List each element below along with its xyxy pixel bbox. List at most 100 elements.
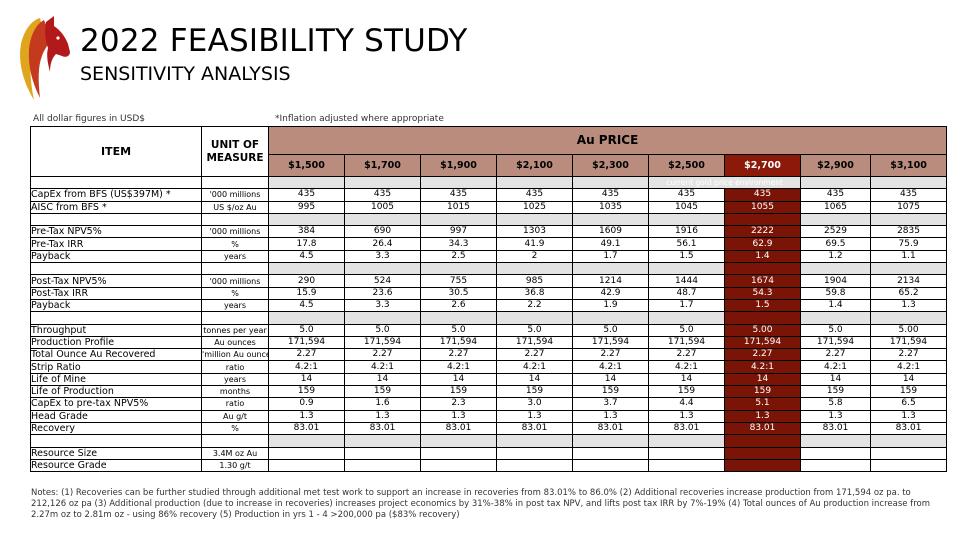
table-row: CapEx from BFS (US$397M) * '000 millions 4… [30, 188, 948, 202]
table-row: Pre-Tax NPV5% '000 millions 384 690 997 1303 1… [30, 225, 948, 239]
value-cell-current: 1055 [724, 200, 801, 214]
spacer-cell [268, 262, 345, 276]
value-cell: 36.8 [496, 286, 573, 300]
table-row: Head Grade Au g/t 1.3 1.3 1.3 1.3 1.3 1.3 1.3 1.3… [30, 409, 948, 423]
value-cell: 1609 [572, 225, 649, 239]
value-cell: 42.9 [572, 286, 649, 300]
value-cell: 14 [496, 372, 573, 387]
value-cell: 171,594 [800, 335, 871, 350]
spacer-cell [648, 311, 725, 325]
value-cell: 4.2:1 [420, 360, 497, 374]
value-cell: 171,594 [496, 335, 573, 350]
value-cell: 997 [420, 225, 497, 239]
value-cell-current: 1.3 [724, 409, 801, 423]
value-cell: 171,594 [344, 335, 421, 350]
value-cell: 159 [648, 385, 725, 399]
spacer-cell [800, 311, 871, 325]
table-row: Payback years 4.5 3.3 2.5 2 1.7 1.5 1.4 1.2 1.1 [30, 249, 948, 264]
row-label: Resource Grade [30, 458, 202, 473]
spacer-cell [572, 434, 649, 448]
row-unit: years [201, 372, 269, 387]
value-cell [344, 458, 421, 473]
spacer-cell [344, 212, 421, 227]
value-cell: 83.01 [800, 421, 871, 436]
value-cell-current: 5.00 [724, 323, 801, 337]
value-cell: 5.0 [344, 323, 421, 337]
value-cell: 5.00 [869, 323, 948, 337]
value-cell: 14 [420, 372, 497, 387]
value-cell-current: 2.27 [724, 348, 801, 362]
spacer-row: current gold price environment [30, 175, 948, 190]
spacer-cell [30, 262, 202, 276]
value-cell [268, 446, 345, 460]
value-cell: 1904 [800, 274, 871, 288]
value-cell [344, 446, 421, 460]
value-cell: 159 [268, 385, 345, 399]
value-cell: 14 [268, 372, 345, 387]
table-row: Payback years 4.5 3.3 2.6 2.2 1.9 1.7 1.5 1.4 1.3 [30, 298, 948, 313]
value-cell: 5.8 [800, 397, 871, 411]
spacer-row [30, 262, 948, 276]
value-cell: 1045 [648, 200, 725, 214]
row-unit: years [201, 298, 269, 313]
row-unit: tonnes per year [201, 323, 269, 337]
value-cell [800, 446, 871, 460]
spacer-cell [724, 434, 801, 448]
row-label: Payback [30, 298, 202, 313]
spacer-cell [201, 212, 269, 227]
value-cell-current [724, 458, 801, 473]
value-cell: 2.27 [344, 348, 421, 362]
value-cell: 1.5 [648, 249, 725, 264]
value-cell: 985 [496, 274, 573, 288]
value-cell: 1.6 [344, 397, 421, 411]
value-cell: 5.0 [496, 323, 573, 337]
value-cell: 2.27 [572, 348, 649, 362]
row-unit: Au ounces [201, 335, 269, 350]
row-unit: 'million Au ounces [201, 348, 269, 362]
value-cell-current: 62.9 [724, 237, 801, 251]
spacer-cell [344, 175, 421, 190]
spacer-cell [496, 311, 573, 325]
spacer-cell [572, 262, 649, 276]
spacer-cell [800, 262, 871, 276]
table-row: Life of Production months 159 159 159 159 159 1… [30, 385, 948, 399]
value-cell: 435 [800, 188, 871, 202]
value-cell: 159 [572, 385, 649, 399]
value-cell: 435 [496, 188, 573, 202]
value-cell [648, 458, 725, 473]
spacer-cell [420, 311, 497, 325]
value-cell: 1.3 [344, 409, 421, 423]
spacer-cell [268, 311, 345, 325]
row-label: Production Profile [30, 335, 202, 350]
spacer-cell [201, 262, 269, 276]
value-cell: 1.3 [869, 409, 948, 423]
row-label: Payback [30, 249, 202, 264]
value-cell: 755 [420, 274, 497, 288]
spacer-cell [869, 175, 948, 190]
page-title: 2022 FEASIBILITY STUDY [80, 23, 468, 59]
value-cell: 2835 [869, 225, 948, 239]
table-row: Recovery% 83.01 83.01 83.01 83.01 83.01 83.01 8… [30, 421, 948, 436]
value-cell: 435 [420, 188, 497, 202]
value-cell: 5.0 [420, 323, 497, 337]
spacer-cell [496, 434, 573, 448]
value-cell [869, 446, 948, 460]
value-cell: 41.9 [496, 237, 573, 251]
table-row: Total Ounce Au Recovered'million Au ounc… [30, 348, 948, 362]
value-cell: 995 [268, 200, 345, 214]
value-cell: 6.5 [869, 397, 948, 411]
value-cell: 2.3 [420, 397, 497, 411]
value-cell: 1035 [572, 200, 649, 214]
value-cell: 65.2 [869, 286, 948, 300]
spacer-cell [30, 175, 202, 190]
table-body: current gold price environment CapEx from… [30, 175, 948, 473]
row-label: AISC from BFS * [30, 200, 202, 214]
row-unit: '000 millions [201, 188, 269, 202]
value-cell: 159 [800, 385, 871, 399]
spacer-cell [30, 434, 202, 448]
value-cell: 5.0 [800, 323, 871, 337]
value-cell: 1.4 [800, 298, 871, 313]
page-subtitle: SENSITIVITY ANALYSIS [80, 63, 291, 85]
value-cell [496, 446, 573, 460]
value-cell: 2.2 [496, 298, 573, 313]
